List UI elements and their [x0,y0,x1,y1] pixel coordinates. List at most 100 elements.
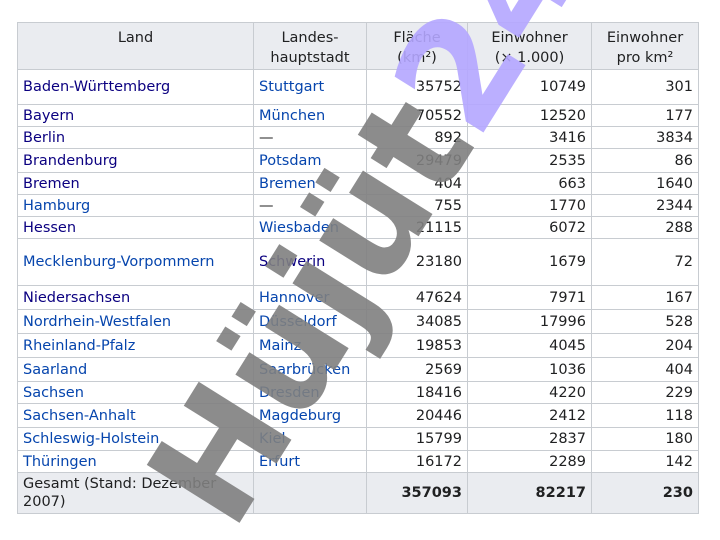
hauptstadt-link: — [253,194,367,217]
einwohner-cell: 17996 [467,309,592,334]
einwohner-cell: 4220 [467,381,592,404]
einwohner-cell: 10749 [467,69,592,105]
flaeche-cell: 29479 [366,148,468,173]
einwohner-cell: 3416 [467,126,592,149]
land-link[interactable]: Bremen [17,172,254,195]
land-link[interactable]: Berlin [17,126,254,149]
table-body: Baden-Württemberg Stuttgart 35752 10749 301 B… [17,69,699,514]
land-link[interactable]: Thüringen [17,450,254,473]
einwohner-cell: 2289 [467,450,592,473]
table-row: Sachsen Dresden 18416 4220 229 [17,381,699,404]
table-row: Baden-Württemberg Stuttgart 35752 10749 301 [17,69,699,105]
dichte-cell: 86 [591,148,699,173]
land-link[interactable]: Niedersachsen [17,285,254,310]
table-row: Hamburg —755 1770 2344 [17,194,699,217]
header-hauptstadt[interactable]: Landes-hauptstadt [253,22,367,70]
table-row: Sachsen-Anhalt Magdeburg 20446 2412 118 [17,403,699,428]
flaeche-cell: 15799 [366,427,468,451]
land-link[interactable]: Sachsen-Anhalt [17,403,254,428]
einwohner-cell: 7971 [467,285,592,310]
total-label: Gesamt (Stand: Dezember 2007) [17,472,254,514]
dichte-cell: 528 [591,309,699,334]
land-link[interactable]: Hessen [17,216,254,239]
hauptstadt-link[interactable]: Wiesbaden [253,216,367,239]
land-link[interactable]: Saarland [17,357,254,382]
bundeslaender-table: Land Landes-hauptstadt Fläche (km²) Einwo… [17,22,699,514]
table-row: Saarland Saarbrücken 2569 1036 404 [17,357,699,382]
einwohner-cell: 1036 [467,357,592,382]
total-row: Gesamt (Stand: Dezember 2007) 357093 822… [17,472,699,514]
einwohner-cell: 1679 [467,238,592,286]
header-flaeche[interactable]: Fläche (km²) [366,22,468,70]
table-row: Rheinland-Pfalz Mainz 19853 4045 204 [17,333,699,358]
dichte-cell: 404 [591,357,699,382]
flaeche-cell: 404 [366,172,468,195]
land-link[interactable]: Mecklenburg-Vorpommern [17,238,254,286]
flaeche-cell: 892 [366,126,468,149]
hauptstadt-link[interactable]: Bremen [253,172,367,195]
flaeche-cell: 34085 [366,309,468,334]
table-wrapper: Land Landes-hauptstadt Fläche (km²) Einwo… [17,22,699,514]
flaeche-cell: 755 [366,194,468,217]
total-empty-cell [253,472,367,514]
land-link[interactable]: Baden-Württemberg [17,69,254,105]
land-link[interactable]: Brandenburg [17,148,254,173]
dichte-cell: 301 [591,69,699,105]
header-dichte[interactable]: Einwohner pro km² [591,22,699,70]
dichte-cell: 142 [591,450,699,473]
land-link[interactable]: Schleswig-Holstein [17,427,254,451]
flaeche-cell: 2569 [366,357,468,382]
hauptstadt-link[interactable]: Saarbrücken [253,357,367,382]
header-land[interactable]: Land [17,22,254,70]
land-link[interactable]: Sachsen [17,381,254,404]
hauptstadt-link[interactable]: Dresden [253,381,367,404]
hauptstadt-link[interactable]: Mainz [253,333,367,358]
table-row: Thüringen Erfurt 16172 2289 142 [17,450,699,473]
einwohner-cell: 4045 [467,333,592,358]
table-row: Niedersachsen Hannover 47624 7971 167 [17,285,699,310]
einwohner-cell: 2535 [467,148,592,173]
table-row: Bremen Bremen 404 663 1640 [17,172,699,195]
hauptstadt-link[interactable]: Kiel [253,427,367,451]
land-link[interactable]: Rheinland-Pfalz [17,333,254,358]
land-link[interactable]: Hamburg [17,194,254,217]
flaeche-cell: 23180 [366,238,468,286]
land-link[interactable]: Nordrhein-Westfalen [17,309,254,334]
flaeche-cell: 47624 [366,285,468,310]
flaeche-cell: 20446 [366,403,468,428]
hauptstadt-link: — [253,126,367,149]
flaeche-cell: 21115 [366,216,468,239]
hauptstadt-link[interactable]: München [253,104,367,127]
hauptstadt-link[interactable]: Erfurt [253,450,367,473]
hauptstadt-link[interactable]: Düsseldorf [253,309,367,334]
einwohner-cell: 1770 [467,194,592,217]
header-einwohner[interactable]: Einwohner (× 1.000) [467,22,592,70]
hauptstadt-link[interactable]: Hannover [253,285,367,310]
total-einwohner: 82217 [467,472,592,514]
flaeche-cell: 18416 [366,381,468,404]
einwohner-cell: 2412 [467,403,592,428]
hauptstadt-link[interactable]: Schwerin [253,238,367,286]
table-row: Nordrhein-Westfalen Düsseldorf 34085 17996 5… [17,309,699,334]
dichte-cell: 72 [591,238,699,286]
table-row: Schleswig-Holstein Kiel 15799 2837 180 [17,427,699,451]
dichte-cell: 1640 [591,172,699,195]
hauptstadt-link[interactable]: Magdeburg [253,403,367,428]
table-row: Brandenburg Potsdam 29479 2535 86 [17,148,699,173]
dichte-cell: 118 [591,403,699,428]
einwohner-cell: 6072 [467,216,592,239]
dichte-cell: 177 [591,104,699,127]
dichte-cell: 2344 [591,194,699,217]
table-row: Bayern München 70552 12520 177 [17,104,699,127]
hauptstadt-link[interactable]: Potsdam [253,148,367,173]
land-link[interactable]: Bayern [17,104,254,127]
table-row: Berlin —892 3416 3834 [17,126,699,149]
dichte-cell: 180 [591,427,699,451]
dichte-cell: 167 [591,285,699,310]
hauptstadt-link[interactable]: Stuttgart [253,69,367,105]
flaeche-cell: 19853 [366,333,468,358]
table-header-row: Land Landes-hauptstadt Fläche (km²) Einwo… [17,22,699,70]
table-row: Hessen Wiesbaden 21115 6072 288 [17,216,699,239]
dichte-cell: 204 [591,333,699,358]
einwohner-cell: 2837 [467,427,592,451]
